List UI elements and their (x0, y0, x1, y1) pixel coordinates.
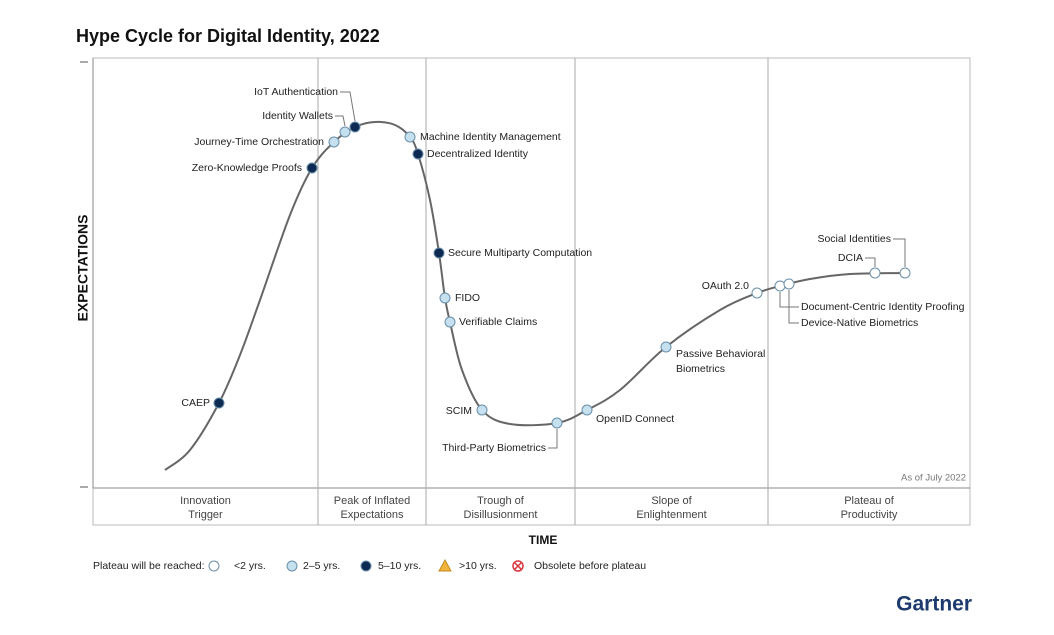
leader-line (548, 429, 558, 449)
frame (92, 57, 971, 526)
node-dot (433, 247, 445, 259)
node-dot (404, 131, 416, 143)
node-dot (774, 280, 786, 292)
phase-label: Trigger (188, 509, 223, 521)
node-dot (869, 267, 881, 279)
leader-line (340, 91, 356, 122)
hype-curve (164, 120, 906, 471)
legend-label: Obsolete before plateau (534, 560, 646, 572)
x-axis-label: TIME (529, 533, 558, 547)
node-label: SCIM (446, 405, 472, 417)
leader-line (865, 257, 876, 267)
node-dot (439, 292, 451, 304)
node-label: OpenID Connect (596, 413, 674, 425)
logo: Gartner (896, 593, 972, 616)
node-dot (581, 404, 593, 416)
phase-label: Expectations (341, 509, 404, 521)
node-dot (476, 404, 488, 416)
legend-symbol (514, 562, 522, 570)
node-label: Social Identities (817, 233, 891, 245)
node-dot (213, 397, 225, 409)
node-dot (899, 267, 911, 279)
node-label: Machine Identity Management (420, 131, 561, 143)
node-label: Document-Centric Identity Proofing (801, 301, 965, 313)
node-dot (412, 148, 424, 160)
legend-label: 5–10 yrs. (378, 560, 421, 572)
node-dot (306, 162, 318, 174)
node-label: FIDO (455, 292, 480, 304)
node-dot (551, 417, 563, 429)
as-of: As of July 2022 (901, 473, 966, 484)
node-label: Decentralized Identity (427, 148, 529, 160)
node-label: Verifiable Claims (459, 316, 537, 328)
node-label: IoT Authentication (254, 86, 338, 98)
node-label: Journey-Time Orchestration (194, 136, 324, 148)
phase-label: Peak of Inflated (334, 495, 410, 507)
node-label: DCIA (838, 252, 863, 264)
leader-line (893, 238, 906, 267)
node-label: Biometrics (676, 363, 725, 375)
node-label: CAEP (181, 397, 210, 409)
node-dot (339, 126, 351, 138)
node-label: Identity Wallets (262, 110, 333, 122)
y-axis-label: EXPECTATIONS (75, 215, 91, 322)
phase-label: Plateau of (844, 495, 894, 507)
node-dot (444, 316, 456, 328)
legend-label: 2–5 yrs. (303, 560, 340, 572)
legend-label: >10 yrs. (459, 560, 497, 572)
leader-line (779, 292, 799, 308)
node-label: OAuth 2.0 (702, 280, 749, 292)
legend-symbol (438, 558, 452, 572)
phase-label: Slope of (651, 495, 692, 507)
leader-line (788, 290, 799, 324)
node-dot (783, 278, 795, 290)
legend-title: Plateau will be reached: (93, 560, 205, 572)
legend-symbol (360, 560, 372, 572)
leader-line (335, 115, 346, 127)
phase-label: Enlightenment (636, 509, 706, 521)
phase-label: Disillusionment (464, 509, 538, 521)
node-label: Secure Multiparty Computation (448, 247, 592, 259)
node-dot (751, 287, 763, 299)
node-label: Zero-Knowledge Proofs (192, 162, 302, 174)
node-dot (349, 121, 361, 133)
node-label: Passive Behavioral (676, 348, 765, 360)
node-dot (660, 341, 672, 353)
title: Hype Cycle for Digital Identity, 2022 (76, 26, 380, 46)
phase-label: Trough of (477, 495, 525, 507)
phase-label: Productivity (841, 509, 898, 521)
node-label: Third-Party Biometrics (442, 442, 546, 454)
node-label: Device-Native Biometrics (801, 317, 918, 329)
phase-label: Innovation (180, 495, 231, 507)
legend-symbol (208, 560, 220, 572)
legend-symbol (286, 560, 298, 572)
node-dot (328, 136, 340, 148)
legend-label: <2 yrs. (234, 560, 266, 572)
